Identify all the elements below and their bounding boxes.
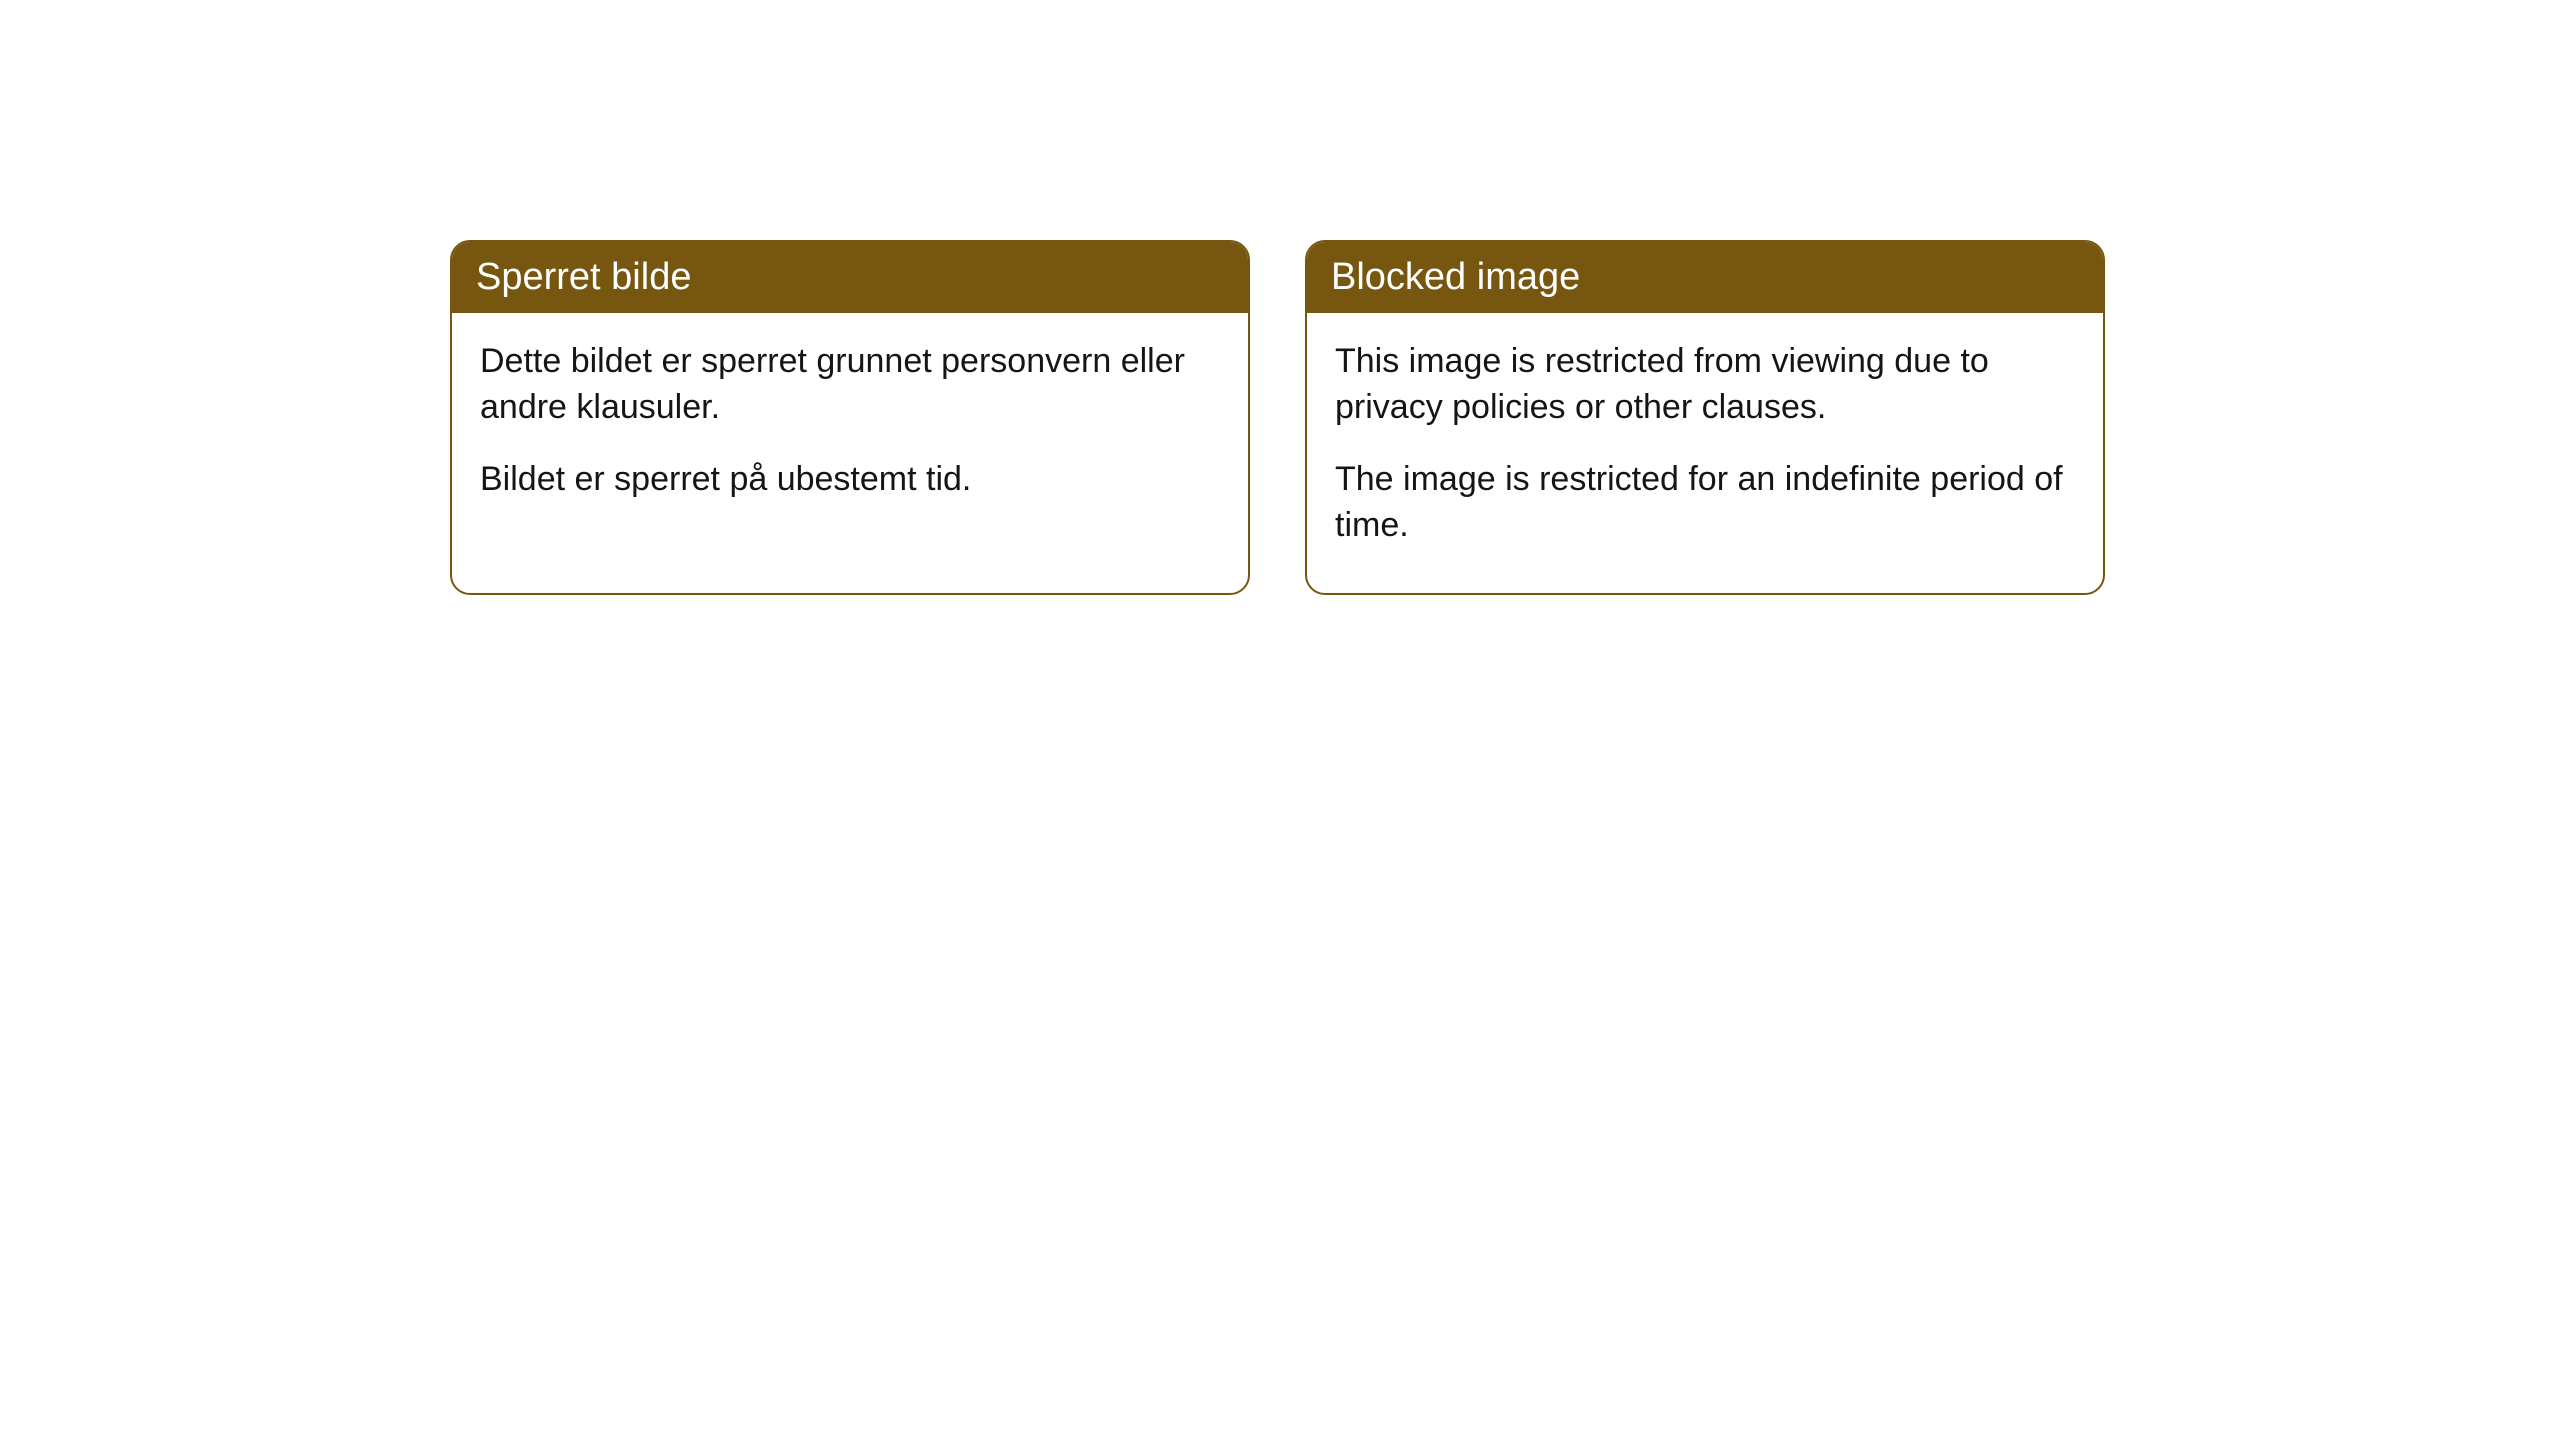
- card-paragraph-2: Bildet er sperret på ubestemt tid.: [480, 457, 1220, 503]
- card-header-english: Blocked image: [1307, 242, 2103, 313]
- card-title: Blocked image: [1331, 256, 1580, 298]
- blocked-image-card-norwegian: Sperret bilde Dette bildet er sperret gr…: [450, 240, 1250, 595]
- blocked-image-card-english: Blocked image This image is restricted f…: [1305, 240, 2105, 595]
- card-header-norwegian: Sperret bilde: [452, 242, 1248, 313]
- card-title: Sperret bilde: [476, 256, 691, 298]
- card-body-norwegian: Dette bildet er sperret grunnet personve…: [452, 313, 1248, 547]
- card-paragraph-1: Dette bildet er sperret grunnet personve…: [480, 339, 1220, 431]
- card-paragraph-2: The image is restricted for an indefinit…: [1335, 457, 2075, 549]
- info-cards-container: Sperret bilde Dette bildet er sperret gr…: [450, 240, 2560, 595]
- card-paragraph-1: This image is restricted from viewing du…: [1335, 339, 2075, 431]
- card-body-english: This image is restricted from viewing du…: [1307, 313, 2103, 593]
